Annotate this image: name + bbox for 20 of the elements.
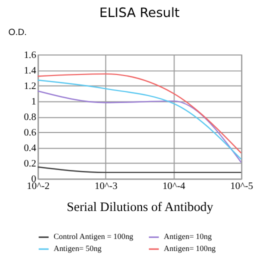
y-tick-label: 0.6 — [24, 128, 36, 139]
x-tick-label: 10^-4 — [162, 181, 186, 192]
legend-label: Antigen= 10ng — [164, 232, 212, 242]
y-tick-label: 0.2 — [24, 158, 36, 170]
legend-label: Control Antigen = 100ng — [54, 232, 134, 242]
y-tick-label: 0.4 — [24, 143, 36, 154]
chart-title: ELISA Result — [99, 6, 180, 21]
y-tick-label: 1.2 — [24, 81, 36, 92]
y-tick-label: 1 — [31, 96, 36, 108]
y-tick-label: 1.4 — [24, 66, 36, 77]
y-tick-label: 0.8 — [24, 112, 36, 124]
y-axis-title: O.D. — [8, 27, 27, 38]
y-tick-label: 1.6 — [24, 50, 36, 62]
legend-label: Antigen= 100ng — [164, 244, 216, 254]
x-tick-label: 10^-3 — [94, 181, 118, 192]
x-tick-label: 10^-2 — [26, 181, 50, 192]
legend-label: Antigen= 50ng — [54, 244, 102, 254]
x-axis-title: Serial Dilutions of Antibody — [66, 200, 214, 214]
line-series — [37, 90, 242, 163]
x-tick-label: 10^-5 — [230, 181, 254, 192]
